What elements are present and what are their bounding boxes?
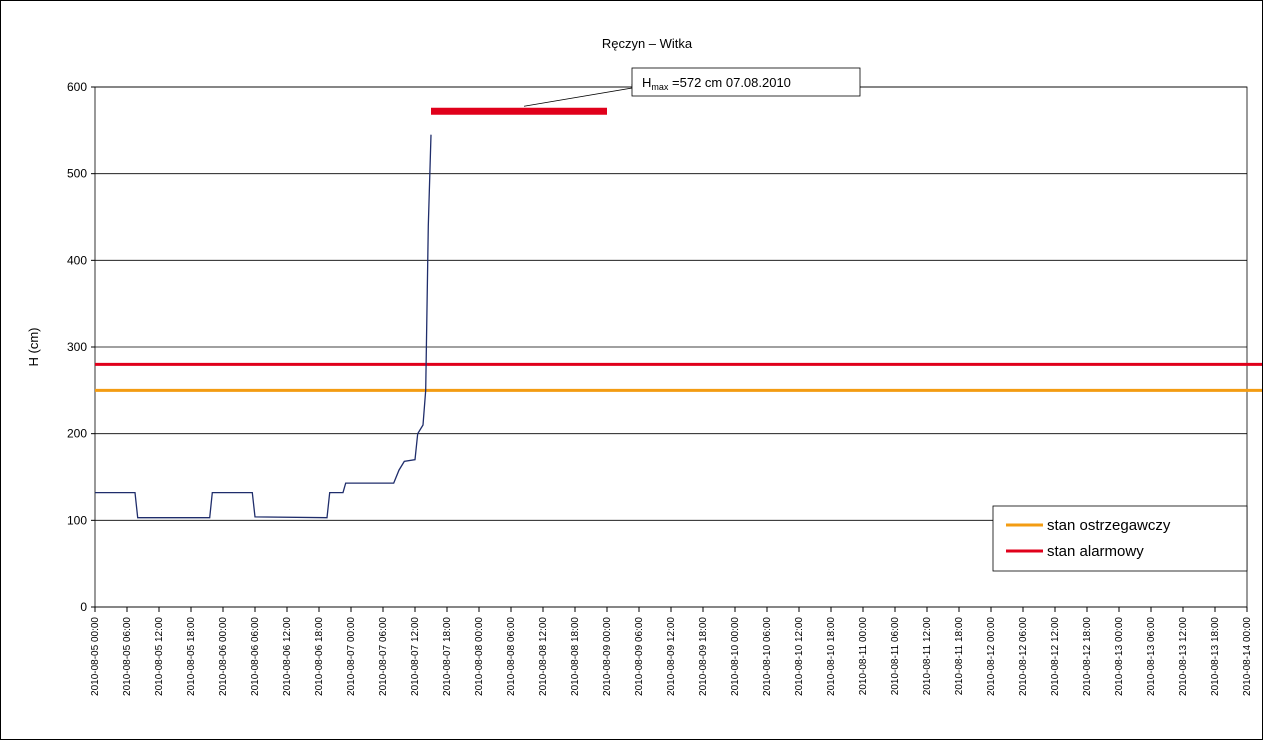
annotation-text: Hmax =572 cm 07.08.2010 [642, 75, 791, 92]
x-tick-label: 2010-08-12 00:00 [986, 617, 997, 696]
x-tick-label: 2010-08-10 18:00 [826, 617, 837, 696]
annotation-rest: =572 cm 07.08.2010 [668, 75, 791, 90]
annotation-subscript: max [651, 82, 669, 92]
x-tick-label: 2010-08-05 12:00 [154, 617, 165, 696]
y-axis-label: H (cm) [26, 328, 41, 367]
y-tick-label: 400 [67, 253, 87, 267]
y-tick-label: 500 [67, 167, 87, 181]
x-tick-label: 2010-08-07 00:00 [346, 617, 357, 696]
x-tick-label: 2010-08-07 18:00 [442, 617, 453, 696]
legend-label: stan alarmowy [1047, 543, 1144, 560]
x-tick-label: 2010-08-08 06:00 [506, 617, 517, 696]
chart-title: Ręczyn – Witka [602, 36, 693, 51]
x-tick-label: 2010-08-06 12:00 [282, 617, 293, 696]
x-tick-label: 2010-08-12 18:00 [1082, 617, 1093, 696]
x-tick-label: 2010-08-13 12:00 [1178, 617, 1189, 696]
legend-label: stan ostrzegawczy [1047, 517, 1171, 534]
legend-box [992, 505, 1248, 572]
x-tick-label: 2010-08-08 00:00 [474, 617, 485, 696]
x-tick-label: 2010-08-13 06:00 [1146, 617, 1157, 696]
x-tick-label: 2010-08-11 18:00 [954, 617, 965, 696]
x-tick-label: 2010-08-09 12:00 [666, 617, 677, 696]
x-tick-label: 2010-08-14 00:00 [1242, 617, 1253, 696]
y-tick-label: 200 [67, 427, 87, 441]
x-tick-label: 2010-08-11 06:00 [890, 617, 901, 696]
y-tick-label: 300 [67, 340, 87, 354]
x-tick-label: 2010-08-11 12:00 [922, 617, 933, 696]
x-tick-label: 2010-08-09 18:00 [698, 617, 709, 696]
x-tick-label: 2010-08-05 00:00 [90, 617, 101, 696]
x-tick-label: 2010-08-13 18:00 [1210, 617, 1221, 696]
y-tick-label: 100 [67, 513, 87, 527]
x-tick-label: 2010-08-11 00:00 [858, 617, 869, 696]
x-tick-label: 2010-08-10 12:00 [794, 617, 805, 696]
y-tick-label: 600 [67, 80, 87, 94]
x-tick-label: 2010-08-07 12:00 [410, 617, 421, 696]
annotation-box [631, 67, 861, 97]
x-tick-label: 2010-08-06 00:00 [218, 617, 229, 696]
x-tick-label: 2010-08-05 06:00 [122, 617, 133, 696]
x-tick-label: 2010-08-10 00:00 [730, 617, 741, 696]
data-line [95, 134, 432, 519]
x-tick-label: 2010-08-06 18:00 [314, 617, 325, 696]
x-tick-label: 2010-08-09 00:00 [602, 617, 613, 696]
x-tick-label: 2010-08-13 00:00 [1114, 617, 1125, 696]
x-tick-label: 2010-08-05 18:00 [186, 617, 197, 696]
x-tick-label: 2010-08-07 06:00 [378, 617, 389, 696]
y-tick-label: 0 [80, 600, 87, 614]
annotation-main: H [642, 75, 651, 90]
x-tick-label: 2010-08-12 12:00 [1050, 617, 1061, 696]
x-tick-label: 2010-08-10 06:00 [762, 617, 773, 696]
x-tick-label: 2010-08-12 06:00 [1018, 617, 1029, 696]
x-tick-label: 2010-08-06 06:00 [250, 617, 261, 696]
x-tick-label: 2010-08-09 06:00 [634, 617, 645, 696]
x-tick-label: 2010-08-08 18:00 [570, 617, 581, 696]
x-tick-label: 2010-08-08 12:00 [538, 617, 549, 696]
